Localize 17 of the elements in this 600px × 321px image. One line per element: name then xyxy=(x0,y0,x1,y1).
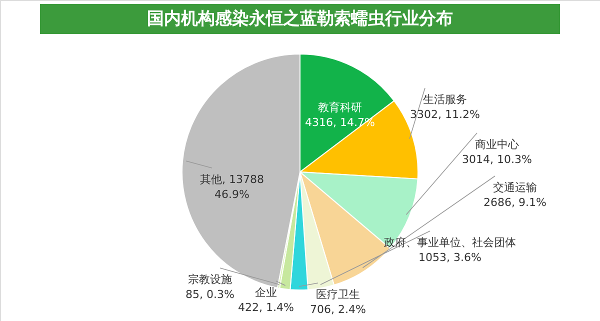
data-label: 3014, 10.3% xyxy=(462,153,532,166)
slice-label: 医疗卫生 xyxy=(316,288,360,301)
slice-label: 政府、事业单位、社会团体 xyxy=(384,236,516,249)
slice-label: 其他, 13788 46.9% xyxy=(200,173,264,201)
data-label: 1053, 3.6% xyxy=(418,251,482,264)
slice-label: 商业中心 xyxy=(475,138,519,151)
data-label: 422, 1.4% xyxy=(238,301,294,314)
data-label: 85, 0.3% xyxy=(186,288,234,301)
slice-label: 企业 xyxy=(255,286,277,299)
data-label: 706, 2.4% xyxy=(310,303,366,316)
slice-label: 生活服务 xyxy=(423,93,467,106)
slice-label: 宗教设施 xyxy=(188,273,232,286)
slice-label: 教育科研 xyxy=(318,101,362,114)
slice-label: 交通运输 xyxy=(493,181,537,194)
data-label: 2686, 9.1% xyxy=(484,196,546,209)
data-label: 3302, 11.2% xyxy=(410,108,480,121)
chart-title: 国内机构感染永恒之蓝勒索蠕虫行业分布 xyxy=(147,9,453,29)
